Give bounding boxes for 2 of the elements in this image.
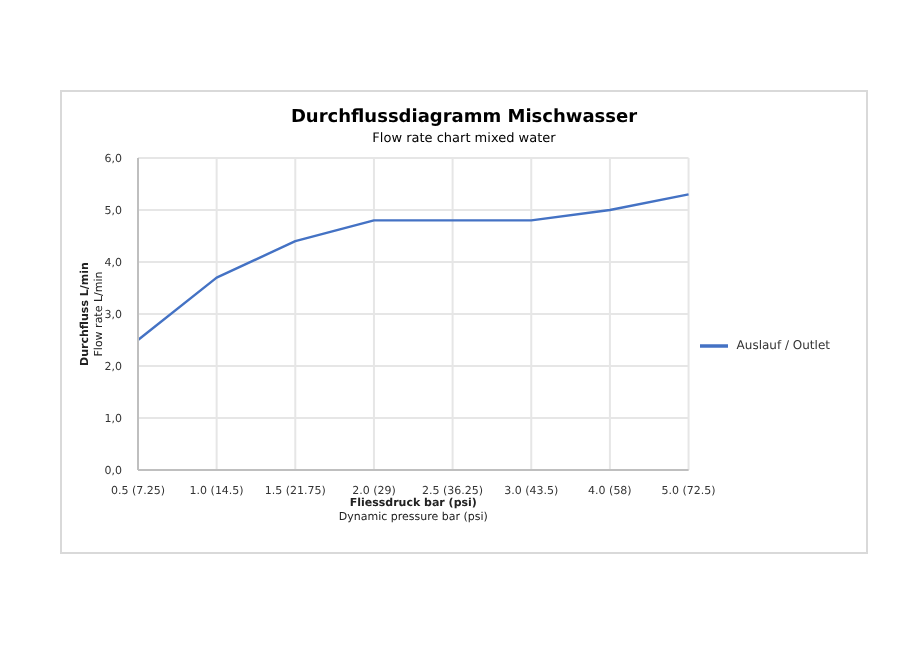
chart-title: Durchflussdiagramm Mischwasser (288, 108, 640, 128)
line-series (136, 193, 690, 342)
